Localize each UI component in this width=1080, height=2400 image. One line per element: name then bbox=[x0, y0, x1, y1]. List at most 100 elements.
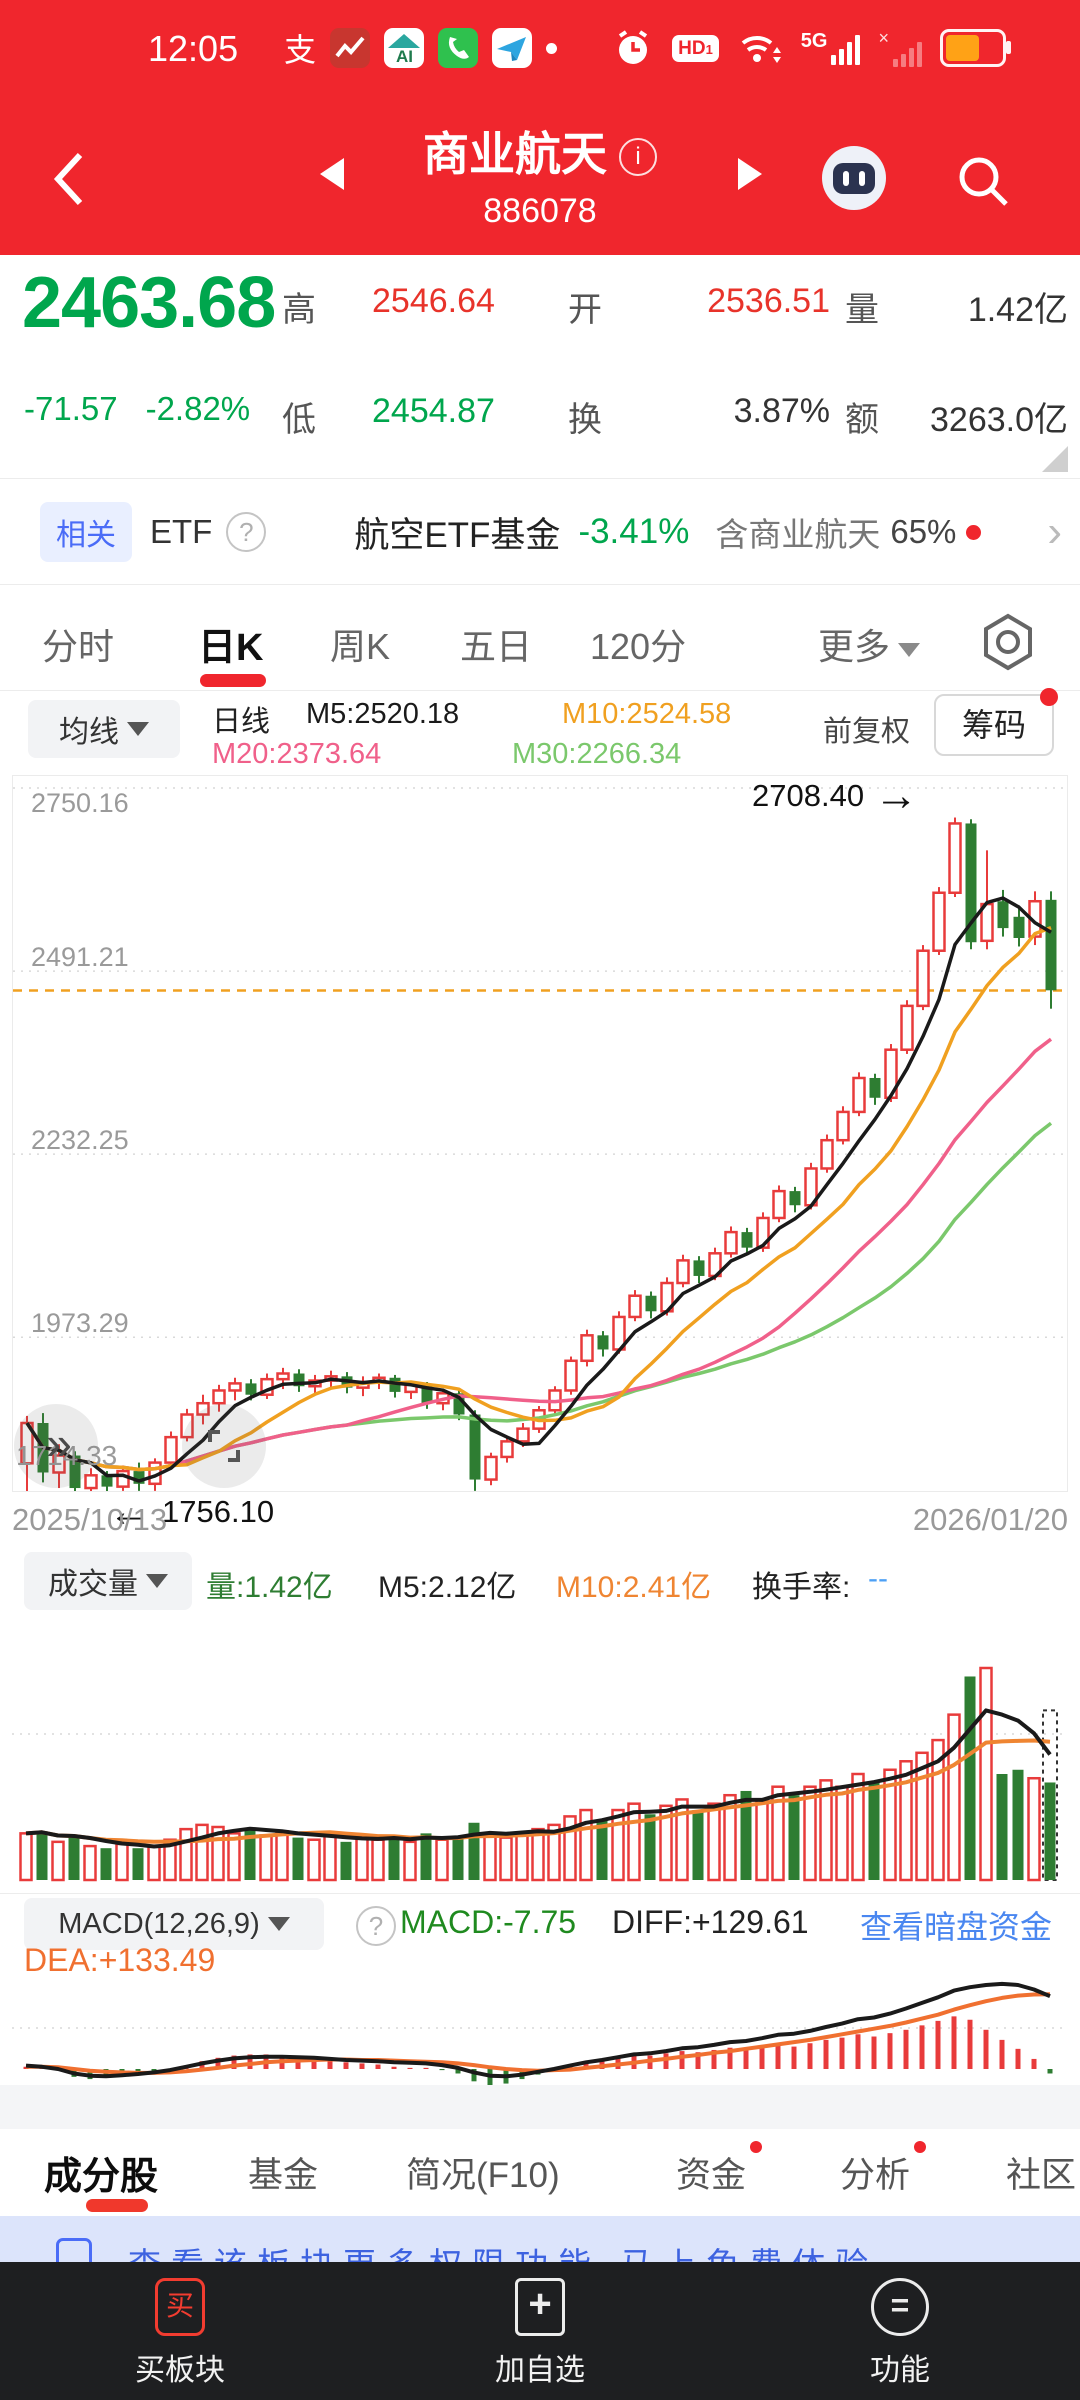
tab-120min[interactable]: 120分 bbox=[590, 626, 687, 667]
macd-chart[interactable] bbox=[12, 1975, 1068, 2087]
next-stock-button[interactable] bbox=[738, 158, 762, 190]
tab-minute[interactable]: 分时 bbox=[42, 626, 115, 667]
low-annotation: ← 1756.10 bbox=[108, 1486, 275, 1536]
svg-text:2491.21: 2491.21 bbox=[31, 942, 129, 972]
field-value-turnover: 3.87% bbox=[733, 392, 830, 430]
price-change: -71.57 -2.82% bbox=[24, 390, 250, 428]
macd-selector-button[interactable]: MACD(12,26,9) bbox=[24, 1898, 324, 1950]
etf-holding-percent: 65% bbox=[890, 513, 957, 550]
axis-min-label: 1714.33 bbox=[16, 1440, 118, 1471]
nav-add-watchlist[interactable]: + 加自选 bbox=[360, 2262, 720, 2400]
period-tab-bar: 分时 日K 周K 五日 120分 更多 bbox=[0, 594, 1080, 691]
help-icon[interactable]: ? bbox=[226, 512, 267, 552]
signal-5g-icon: 5G bbox=[801, 31, 861, 65]
field-label: 低 bbox=[282, 401, 316, 439]
ma30-legend: M30:2266.34 bbox=[512, 738, 682, 770]
app-header: 12:05 支 AI HD1 bbox=[0, 0, 1080, 255]
back-button[interactable] bbox=[50, 150, 86, 208]
active-tab-underline bbox=[200, 674, 266, 687]
field-value-open: 2536.51 bbox=[707, 282, 830, 320]
ai-home-icon: AI bbox=[384, 28, 425, 68]
date-start: 2025/10/13 bbox=[12, 1502, 168, 1537]
dark-pool-link[interactable]: 查看暗盘资金 bbox=[859, 1909, 1052, 1945]
etf-holding-label: 含商业航天 bbox=[715, 516, 881, 553]
kline-chart[interactable]: 2750.16 2491.21 2232.25 1973.29 bbox=[12, 775, 1068, 1497]
volume-selector-button[interactable]: 成交量 bbox=[24, 1552, 192, 1610]
field-label: 高 bbox=[282, 291, 316, 329]
signal-sim2-icon: × bbox=[878, 29, 922, 67]
last-price: 2463.68 bbox=[22, 263, 276, 343]
menu-icon: = bbox=[871, 2278, 929, 2336]
volume-chart[interactable] bbox=[12, 1650, 1068, 1886]
badge-dot bbox=[750, 2141, 763, 2153]
tab-f10[interactable]: 简况(F10) bbox=[406, 2156, 560, 2195]
field-value-high: 2546.64 bbox=[372, 282, 495, 320]
tab-more[interactable]: 更多 bbox=[818, 618, 921, 670]
search-icon[interactable] bbox=[952, 150, 1016, 214]
adjust-mode-button[interactable]: 前复权 bbox=[822, 716, 910, 748]
turnover-label: 换手率: bbox=[752, 1571, 851, 1604]
ma20-legend: M20:2373.64 bbox=[212, 738, 382, 770]
info-icon[interactable]: i bbox=[619, 138, 657, 176]
expand-history-button[interactable]: » bbox=[14, 1404, 98, 1488]
field-label: 换 bbox=[568, 401, 602, 439]
etf-fund-name: 航空ETF基金 bbox=[354, 515, 561, 555]
turnover-value: -- bbox=[868, 1562, 888, 1595]
tab-funds[interactable]: 基金 bbox=[248, 2156, 319, 2195]
field-label: 开 bbox=[568, 291, 602, 329]
nav-buy-sector[interactable]: 买 买板块 bbox=[0, 2262, 360, 2400]
svg-text:1973.29: 1973.29 bbox=[31, 1308, 129, 1338]
ma5-legend: M5:2520.18 bbox=[306, 698, 460, 730]
wifi-icon bbox=[741, 35, 781, 63]
chart-settings-icon[interactable] bbox=[976, 610, 1040, 674]
line-type-label: 日线 bbox=[212, 706, 271, 738]
tab-daily-k[interactable]: 日K bbox=[198, 627, 264, 669]
expand-quote-handle[interactable] bbox=[1042, 446, 1068, 472]
bottom-nav-bar: 买 买板块 + 加自选 = 功能 bbox=[0, 2262, 1080, 2400]
arrow-right-icon: → bbox=[874, 770, 919, 820]
field-value-volume: 1.42亿 bbox=[967, 291, 1068, 329]
tab-analysis[interactable]: 分析 bbox=[840, 2141, 927, 2198]
status-notification-icons: 支 AI bbox=[284, 26, 558, 70]
tab-community[interactable]: 社区 bbox=[1006, 2156, 1077, 2195]
status-system-icons: HD1 5G × bbox=[612, 26, 1011, 70]
double-chevron-icon: » bbox=[46, 1417, 71, 1469]
ma10-legend: M10:2524.58 bbox=[562, 698, 732, 730]
etf-label: ETF bbox=[150, 513, 213, 550]
macd-help-icon[interactable]: ? bbox=[356, 1906, 396, 1946]
tab-constituents[interactable]: 成分股 bbox=[44, 2156, 159, 2198]
tab-capital[interactable]: 资金 bbox=[676, 2141, 763, 2198]
date-end: 2026/01/20 bbox=[912, 1502, 1068, 1537]
battery-icon bbox=[940, 29, 1011, 67]
badge-dot bbox=[914, 2141, 927, 2153]
tab-five-day[interactable]: 五日 bbox=[460, 626, 533, 667]
page-title: 商业航天 i bbox=[0, 118, 1080, 184]
field-label: 量 bbox=[845, 291, 879, 329]
related-badge: 相关 bbox=[40, 502, 132, 562]
buy-icon: 买 bbox=[155, 2278, 205, 2336]
high-annotation: 2708.40 → bbox=[752, 770, 919, 820]
related-etf-row[interactable]: 相关 ETF ? 航空ETF基金 -3.41% 含商业航天 65% › bbox=[0, 480, 1080, 584]
promo-banner[interactable]: 查看该板块更多权限功能 马上免费体验 bbox=[0, 2216, 1080, 2262]
ai-assistant-button[interactable] bbox=[822, 146, 886, 210]
macd-value: MACD:-7.75 bbox=[400, 1904, 577, 1940]
diff-value: DIFF:+129.61 bbox=[612, 1904, 809, 1940]
volume-ma5: M5:2.12亿 bbox=[378, 1571, 517, 1604]
alert-dot bbox=[966, 524, 982, 540]
chips-button[interactable]: 筹码 bbox=[934, 688, 1058, 756]
volume-ma10: M10:2.41亿 bbox=[556, 1571, 712, 1604]
nav-functions[interactable]: = 功能 bbox=[720, 2262, 1080, 2400]
change-value: -71.57 bbox=[24, 390, 118, 427]
ma-selector-button[interactable]: 均线 bbox=[28, 700, 180, 758]
fullscreen-button[interactable] bbox=[182, 1404, 266, 1488]
alarm-icon bbox=[618, 30, 648, 64]
change-percent: -2.82% bbox=[145, 390, 251, 427]
status-time: 12:05 bbox=[148, 28, 239, 69]
telegram-icon bbox=[492, 28, 533, 68]
field-label: 额 bbox=[845, 401, 879, 439]
etf-fund-change: -3.41% bbox=[578, 512, 690, 551]
active-tab-underline bbox=[86, 2199, 148, 2212]
phone-icon bbox=[438, 28, 479, 68]
tab-weekly-k[interactable]: 周K bbox=[330, 626, 391, 667]
prev-stock-button[interactable] bbox=[320, 158, 344, 190]
